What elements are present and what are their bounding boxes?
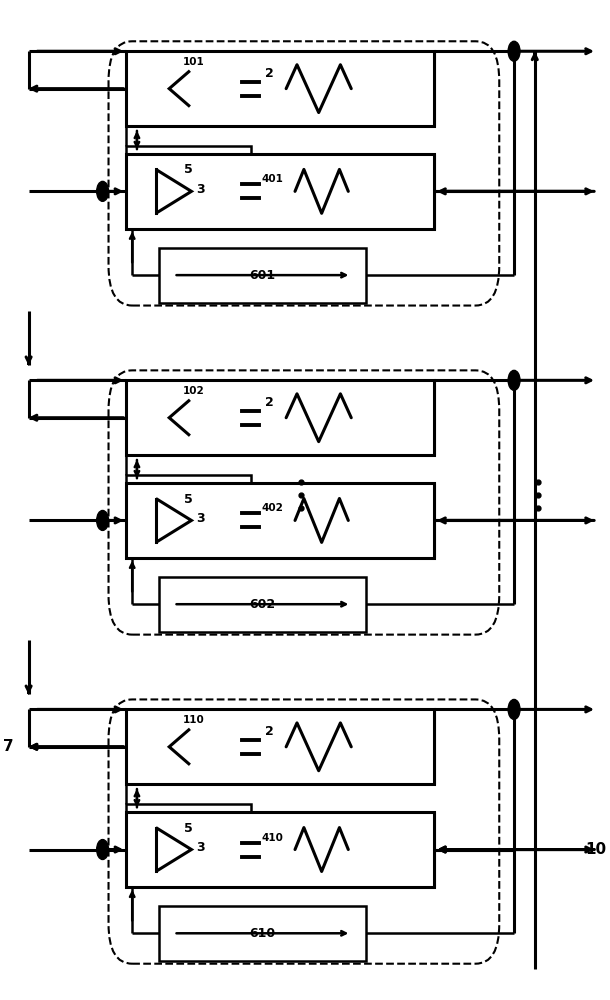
Text: 2: 2 xyxy=(265,396,274,409)
Circle shape xyxy=(97,181,109,201)
Bar xyxy=(126,51,434,126)
Bar xyxy=(126,380,434,455)
Bar xyxy=(126,804,251,852)
Bar xyxy=(159,906,366,961)
Text: 3: 3 xyxy=(196,841,205,854)
Bar xyxy=(126,154,434,229)
Circle shape xyxy=(508,699,520,719)
Text: 5: 5 xyxy=(184,163,193,176)
Bar xyxy=(126,475,251,523)
Text: 410: 410 xyxy=(261,833,283,843)
Bar xyxy=(126,146,251,194)
Bar xyxy=(126,483,434,558)
Circle shape xyxy=(97,840,109,859)
Circle shape xyxy=(97,510,109,530)
Bar xyxy=(159,248,366,303)
Text: 10: 10 xyxy=(585,842,606,857)
Text: 401: 401 xyxy=(261,174,283,184)
Text: 5: 5 xyxy=(184,822,193,835)
Bar xyxy=(159,577,366,632)
Text: 402: 402 xyxy=(261,503,283,513)
Bar xyxy=(126,709,434,784)
Text: 3: 3 xyxy=(196,183,205,196)
Circle shape xyxy=(508,370,520,390)
Text: 102: 102 xyxy=(182,386,204,396)
Text: 2: 2 xyxy=(265,67,274,80)
Text: 101: 101 xyxy=(182,57,204,67)
Text: 602: 602 xyxy=(249,598,276,611)
Bar xyxy=(126,812,434,887)
Text: 110: 110 xyxy=(182,715,204,725)
Text: 2: 2 xyxy=(265,725,274,738)
Text: 5: 5 xyxy=(184,493,193,506)
Text: 601: 601 xyxy=(249,269,276,282)
Text: 3: 3 xyxy=(196,512,205,525)
Text: 610: 610 xyxy=(249,927,276,940)
Text: 7: 7 xyxy=(3,739,14,754)
Circle shape xyxy=(508,41,520,61)
